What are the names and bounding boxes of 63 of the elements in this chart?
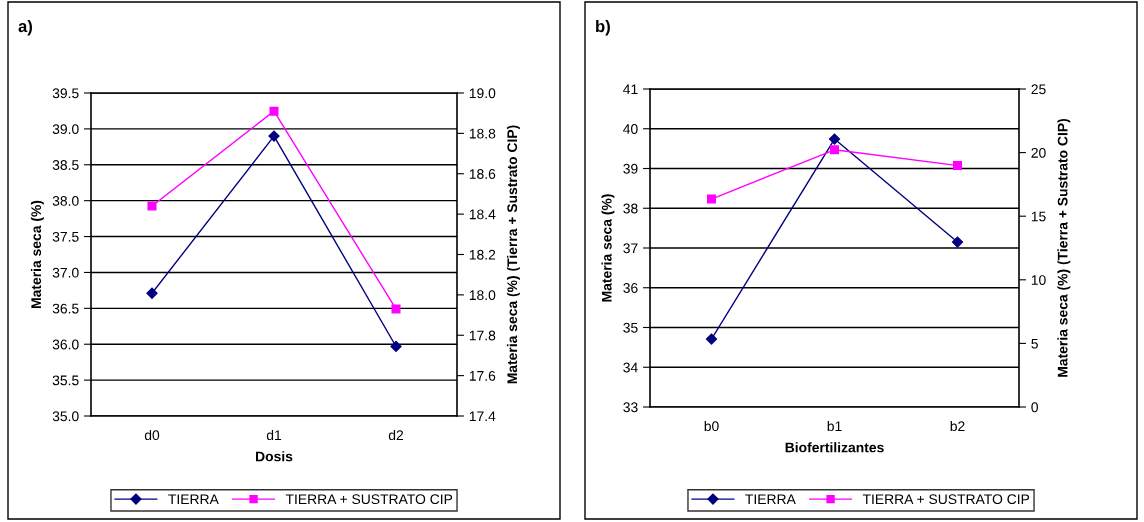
y-tick-label: 39.0 xyxy=(52,124,79,135)
y-tick-label: 39.5 xyxy=(52,88,79,99)
y-tick-label: 34 xyxy=(623,362,638,373)
chart-title: b) xyxy=(596,19,610,36)
y2-tick-label: 10 xyxy=(1031,275,1046,285)
point xyxy=(390,340,402,352)
y2-tick-label: 25 xyxy=(1031,84,1046,95)
y-tick-label: 36 xyxy=(623,283,638,293)
point xyxy=(951,236,964,248)
legend-label: TIERRA + SUSTRATO CIP xyxy=(285,494,453,505)
y-tick-label: 35.0 xyxy=(52,411,79,422)
y-tick-label: 35.5 xyxy=(52,375,79,386)
y-axis-title: Materia seca (%) xyxy=(30,200,44,308)
x-tick-label: d0 xyxy=(144,429,160,441)
y-tick-label: 37 xyxy=(623,243,638,254)
y-tick-label: 38 xyxy=(623,203,638,214)
x-tick-label: b0 xyxy=(704,420,719,432)
point xyxy=(705,333,718,345)
point xyxy=(829,145,840,155)
y2-tick-label: 17.8 xyxy=(469,330,496,341)
x-axis-title: Dosis xyxy=(256,451,293,462)
y-tick-label: 40 xyxy=(623,124,638,134)
chart-title: a) xyxy=(18,19,32,36)
x-tick-label: b1 xyxy=(827,420,842,432)
y-tick-label: 36.0 xyxy=(52,339,79,350)
x-tick-label: b2 xyxy=(950,420,965,432)
point xyxy=(391,304,401,314)
y2-tick-label: 0 xyxy=(1031,402,1038,413)
point xyxy=(952,161,963,171)
legend-label: TIERRA xyxy=(168,494,219,504)
point xyxy=(706,194,717,204)
point xyxy=(147,201,157,211)
x-axis-title: Biofertilizantes xyxy=(785,442,884,453)
y2-tick-label: 17.4 xyxy=(469,411,496,422)
y2-tick-label: 19.0 xyxy=(469,88,496,99)
y2-tick-label: 15 xyxy=(1031,211,1046,222)
point xyxy=(269,106,279,116)
y2-tick-label: 17.6 xyxy=(469,370,496,381)
y2-tick-label: 18.2 xyxy=(469,249,496,260)
x-tick-label: d2 xyxy=(388,429,404,441)
y-tick-label: 38.5 xyxy=(52,160,79,170)
y-tick-label: 38.0 xyxy=(52,196,79,206)
y-tick-label: 41 xyxy=(623,84,638,95)
y-tick-label: 39 xyxy=(623,163,638,174)
y2-tick-label: 18.8 xyxy=(469,128,496,139)
y2-tick-label: 20 xyxy=(1031,147,1046,158)
point xyxy=(828,133,841,145)
y2-tick-label: 5 xyxy=(1031,338,1038,349)
y2-tick-label: 18.0 xyxy=(469,290,496,301)
y2-axis-title: Materia seca (%) (Tierra + Sustrato CIP) xyxy=(506,125,520,384)
y-tick-label: 37.0 xyxy=(52,267,79,278)
y-tick-label: 33 xyxy=(623,402,638,413)
x-tick-label: d1 xyxy=(266,429,282,441)
y-tick-label: 36.5 xyxy=(52,303,79,314)
y2-tick-label: 18.6 xyxy=(469,169,496,179)
y-tick-label: 37.5 xyxy=(52,231,79,242)
y2-axis-title: Materia seca (%) (Tierra + Sustrato CIP) xyxy=(1057,118,1071,377)
legend-label: TIERRA xyxy=(745,494,796,504)
y-tick-label: 35 xyxy=(623,322,638,333)
legend-label: TIERRA + SUSTRATO CIP xyxy=(862,494,1030,505)
y-axis-title: Materia seca (%) xyxy=(601,194,615,302)
y2-tick-label: 18.4 xyxy=(469,209,496,220)
point xyxy=(146,287,158,299)
